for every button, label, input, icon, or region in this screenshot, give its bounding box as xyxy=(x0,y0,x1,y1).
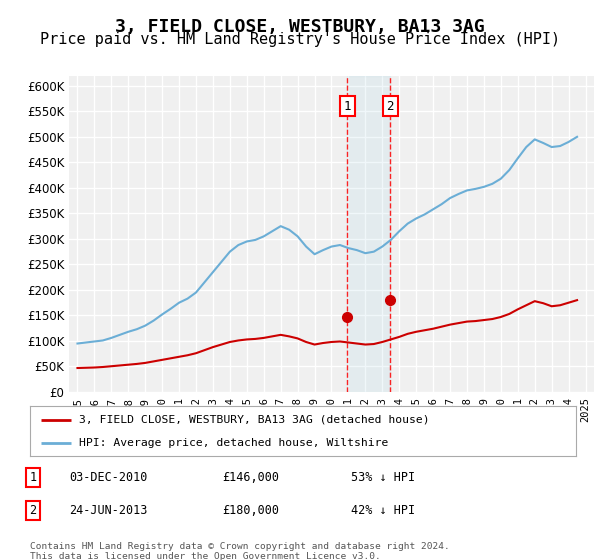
Text: 42% ↓ HPI: 42% ↓ HPI xyxy=(351,504,415,517)
Text: 53% ↓ HPI: 53% ↓ HPI xyxy=(351,470,415,484)
Text: 2: 2 xyxy=(29,504,37,517)
Text: 24-JUN-2013: 24-JUN-2013 xyxy=(69,504,148,517)
Text: This data is licensed under the Open Government Licence v3.0.: This data is licensed under the Open Gov… xyxy=(30,552,381,560)
Text: 1: 1 xyxy=(29,470,37,484)
Text: 03-DEC-2010: 03-DEC-2010 xyxy=(69,470,148,484)
Text: Contains HM Land Registry data © Crown copyright and database right 2024.: Contains HM Land Registry data © Crown c… xyxy=(30,542,450,551)
Text: HPI: Average price, detached house, Wiltshire: HPI: Average price, detached house, Wilt… xyxy=(79,438,389,448)
Bar xyxy=(347,76,390,392)
Text: £180,000: £180,000 xyxy=(222,504,279,517)
Text: 2: 2 xyxy=(386,100,394,113)
Text: Price paid vs. HM Land Registry's House Price Index (HPI): Price paid vs. HM Land Registry's House … xyxy=(40,32,560,47)
Text: 1: 1 xyxy=(343,100,351,113)
Text: 3, FIELD CLOSE, WESTBURY, BA13 3AG (detached house): 3, FIELD CLOSE, WESTBURY, BA13 3AG (deta… xyxy=(79,414,430,424)
Text: 3, FIELD CLOSE, WESTBURY, BA13 3AG: 3, FIELD CLOSE, WESTBURY, BA13 3AG xyxy=(115,18,485,36)
Text: £146,000: £146,000 xyxy=(222,470,279,484)
